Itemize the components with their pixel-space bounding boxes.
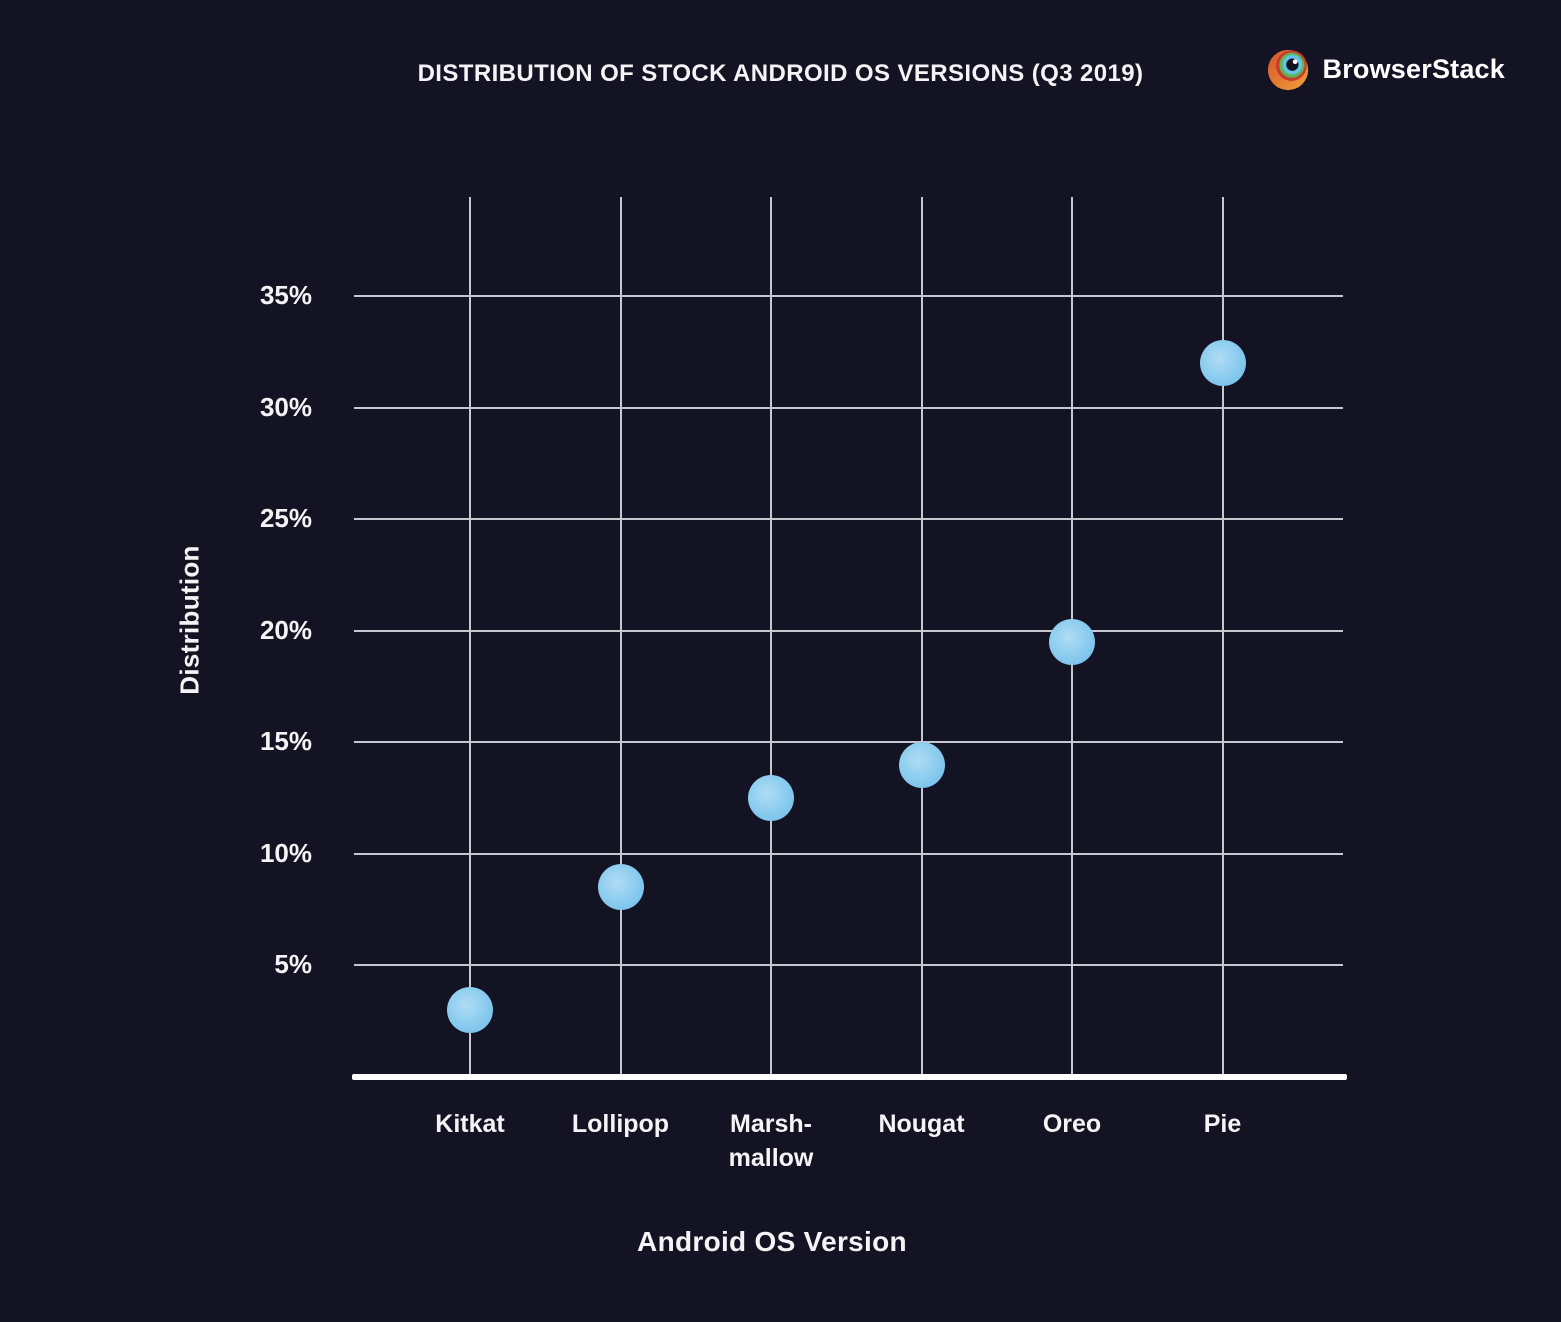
gridline-horizontal [354,295,1343,297]
x-tick-label-kitkat: Kitkat [435,1110,505,1138]
gridline-vertical [920,197,923,1074]
x-axis-title: Android OS Version [637,1226,907,1257]
data-point-pie [1199,339,1246,386]
data-point-marshmallow [748,775,794,822]
x-tick-label-lollipop: Lollipop [571,1110,670,1138]
gridline-vertical [1221,197,1224,1074]
gridline-horizontal [354,406,1343,409]
data-point-nougat [898,741,945,788]
gridline-horizontal [354,964,1343,967]
y-tick-label: 25% [259,503,312,534]
y-tick-label: 20% [259,614,312,645]
gridline-horizontal [354,741,1343,744]
data-point-kitkat [447,987,493,1034]
gridline-horizontal [354,629,1343,632]
gridline-vertical [469,197,471,1074]
y-tick-label: 5% [274,949,312,980]
y-tick-label: 15% [259,726,312,757]
x-tick-label-oreo: Oreo [1042,1110,1102,1138]
data-point-lollipop [597,864,644,911]
browserstack-logo: BrowserStack [1266,46,1506,92]
gridline-vertical [770,197,772,1074]
y-tick-label: 10% [259,837,312,868]
y-tick-label: 30% [259,391,312,422]
gridline-horizontal [354,852,1343,855]
gridline-horizontal [354,518,1343,521]
brand-name: BrowserStack [1322,53,1505,84]
chart-title: DISTRIBUTION OF STOCK ANDROID OS VERSION… [417,60,1144,87]
x-tick-label-pie: Pie [1203,1110,1242,1138]
x-tick-label-nougat: Nougat [878,1110,965,1138]
x-tick-label-marshmallow: Marsh- mallow [728,1110,814,1172]
x-axis-line [352,1074,1347,1080]
browserstack-eye-icon [1266,46,1312,92]
y-tick-label: 35% [259,280,312,310]
gridline-vertical [619,197,622,1074]
data-point-oreo [1049,618,1095,665]
